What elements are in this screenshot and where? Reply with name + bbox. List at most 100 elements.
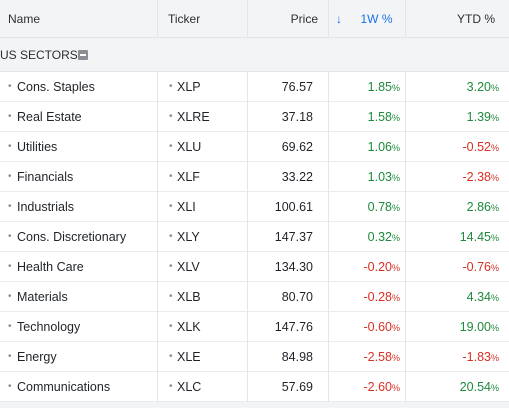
percent-sign: % [490,143,499,153]
sector-name[interactable]: Utilities [17,140,58,154]
column-header-name[interactable]: Name [8,12,41,26]
percent-sign: % [490,293,499,303]
week-change-value: -0.28 [363,290,392,304]
sector-name[interactable]: Financials [17,170,74,184]
percent-sign: % [391,203,400,213]
week-change: -2.60% [363,372,400,403]
ytd-change: -0.52% [462,132,499,163]
table-row[interactable]: • Real Estate • XLRE 37.18 1.58% 1.39% [0,102,509,132]
ytd-change-value: -2.38 [462,170,491,184]
bullet-icon: • [8,141,12,152]
percent-sign: % [391,293,400,303]
sector-name[interactable]: Technology [17,320,81,334]
sector-name[interactable]: Communications [17,380,111,394]
percent-sign: % [391,83,400,93]
price-value: 69.62 [281,140,313,154]
percent-sign: % [490,173,499,183]
bullet-icon: • [169,111,173,122]
ticker-symbol[interactable]: XLB [177,290,201,304]
table-row[interactable]: • Materials • XLB 80.70 -0.28% 4.34% [0,282,509,312]
ticker-symbol[interactable]: XLP [177,80,201,94]
ticker-symbol[interactable]: XLE [177,350,201,364]
column-header-price[interactable]: Price [290,12,318,26]
price-value: 80.70 [281,290,313,304]
group-header-us-sectors: US SECTORS [0,38,509,72]
ticker-symbol[interactable]: XLRE [177,110,210,124]
ticker-symbol[interactable]: XLC [177,380,202,394]
ytd-change: 19.00% [460,312,499,343]
bullet-icon: • [169,81,173,92]
table-row[interactable]: • Utilities • XLU 69.62 1.06% -0.52% [0,132,509,162]
collapse-minus-icon[interactable] [78,50,88,60]
ytd-change-value: 14.45 [459,230,491,244]
week-change-value: -2.58 [363,350,392,364]
ytd-change: 4.34% [467,282,499,313]
column-divider [405,72,406,402]
bullet-icon: • [8,201,12,212]
ticker-symbol[interactable]: XLI [177,200,196,214]
price-value: 37.18 [281,110,313,124]
week-change-value: 1.85 [367,80,392,94]
percent-sign: % [391,263,400,273]
bullet-icon: • [169,231,173,242]
percent-sign: % [391,113,400,123]
price-value: 33.22 [281,170,313,184]
sector-name[interactable]: Cons. Discretionary [17,230,127,244]
table-body: • Cons. Staples • XLP 76.57 1.85% 3.20% • Real E… [0,72,509,402]
sector-name[interactable]: Real Estate [17,110,82,124]
sector-name[interactable]: Health Care [17,260,84,274]
table-row[interactable]: • Financials • XLF 33.22 1.03% -2.38% [0,162,509,192]
column-header-1w[interactable]: ↓ 1W % [330,0,405,38]
ticker-symbol[interactable]: XLY [177,230,200,244]
bullet-icon: • [169,141,173,152]
ticker-symbol[interactable]: XLF [177,170,200,184]
price-value: 57.69 [281,380,313,394]
price-value: 147.37 [274,230,313,244]
percent-sign: % [391,353,400,363]
table-row[interactable]: • Technology • XLK 147.76 -0.60% 19.00% [0,312,509,342]
week-change-value: -0.20 [363,260,392,274]
ytd-change-value: -0.76 [462,260,491,274]
ytd-change: -0.76% [462,252,499,283]
column-divider [157,0,158,38]
ticker-symbol[interactable]: XLK [177,320,201,334]
sector-name[interactable]: Materials [17,290,68,304]
table-row[interactable]: • Industrials • XLI 100.61 0.78% 2.86% [0,192,509,222]
table-row[interactable]: • Cons. Staples • XLP 76.57 1.85% 3.20% [0,72,509,102]
table-row[interactable]: • Communications • XLC 57.69 -2.60% 20.54% [0,372,509,402]
week-change: 0.32% [368,222,400,253]
week-change: 1.85% [368,72,400,103]
table-row[interactable]: • Cons. Discretionary • XLY 147.37 0.32% 14.45… [0,222,509,252]
week-change-value: 1.58 [367,110,392,124]
sector-name[interactable]: Energy [17,350,57,364]
bullet-icon: • [8,261,12,272]
column-divider [328,0,329,38]
ticker-symbol[interactable]: XLU [177,140,202,154]
ticker-symbol[interactable]: XLV [177,260,200,274]
percent-sign: % [391,323,400,333]
week-change: 1.06% [368,132,400,163]
ytd-change-value: 1.39 [466,110,491,124]
bullet-icon: • [169,381,173,392]
ytd-change: -1.83% [462,342,499,373]
week-change-value: 0.78 [367,200,392,214]
week-change-value: 0.32 [367,230,392,244]
percent-sign: % [490,233,499,243]
percent-sign: % [490,383,499,393]
column-header-ticker[interactable]: Ticker [168,12,201,26]
table-row[interactable]: • Energy • XLE 84.98 -2.58% -1.83% [0,342,509,372]
table-row[interactable]: • Health Care • XLV 134.30 -0.20% -0.76% [0,252,509,282]
ytd-change-value: 4.34 [466,290,491,304]
bullet-icon: • [8,291,12,302]
column-header-ytd[interactable]: YTD % [456,12,495,26]
ytd-change-value: 2.86 [466,200,491,214]
bullet-icon: • [169,261,173,272]
table-header: Name Ticker Price ↓ 1W % YTD % [0,0,509,38]
ytd-change: 20.54% [460,372,499,403]
bullet-icon: • [169,351,173,362]
price-value: 76.57 [281,80,313,94]
percent-sign: % [490,323,499,333]
sector-name[interactable]: Industrials [17,200,74,214]
sector-name[interactable]: Cons. Staples [17,80,95,94]
percent-sign: % [490,203,499,213]
